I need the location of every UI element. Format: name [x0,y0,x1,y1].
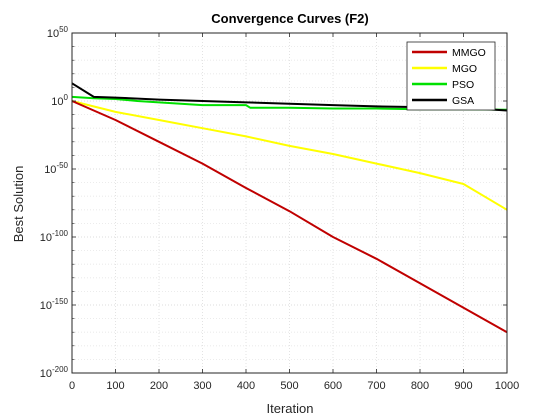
x-ticks: 0 100 200 300 400 500 600 700 800 900 1000 [69,33,519,392]
y-tick-label: 10-150 [40,297,69,312]
x-tick-label: 500 [280,380,298,392]
series-line-mmgo [71,100,508,334]
x-tick-label: 600 [324,380,342,392]
y-tick-label: 10-50 [44,161,68,176]
x-tick-label: 400 [237,380,255,392]
y-ticks: 1050 100 10-50 10-100 10-150 10-200 [40,25,507,380]
legend-label-gsa: GSA [452,95,474,107]
x-tick-label: 1000 [495,380,519,392]
legend-label-mmgo: MMGO [452,47,486,59]
y-axis-label: Best Solution [11,166,26,243]
y-tick-label: 10-200 [40,365,69,380]
legend[interactable]: MMGO MGO PSO GSA [406,41,496,111]
x-tick-label: 200 [150,380,168,392]
x-tick-label: 300 [193,380,211,392]
x-tick-label: 100 [106,380,124,392]
x-axis-label: Iteration [267,401,314,416]
legend-label-mgo: MGO [452,63,477,75]
y-tick-label: 100 [51,93,68,108]
y-tick-label: 10-100 [40,229,69,244]
legend-box [406,41,496,111]
y-tick-label: 1050 [47,25,69,40]
legend-label-pso: PSO [452,79,474,91]
chart-title: Convergence Curves (F2) [211,11,369,26]
x-tick-label: 800 [411,380,429,392]
x-tick-label: 900 [454,380,472,392]
x-tick-label: 0 [69,380,75,392]
series-line-pso [71,95,508,111]
x-tick-label: 700 [367,380,385,392]
series-line-mgo [71,100,508,211]
